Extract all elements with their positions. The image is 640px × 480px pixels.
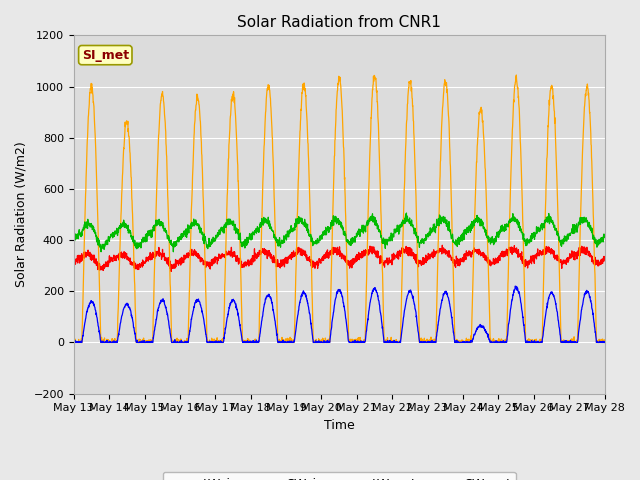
LW_out — [218, 225, 226, 230]
SW_out — [493, 339, 501, 345]
SW_in — [513, 72, 520, 78]
Line: SW_out: SW_out — [74, 286, 605, 342]
LW_out — [554, 233, 562, 239]
Line: SW_in: SW_in — [74, 75, 605, 342]
LW_out — [403, 210, 410, 216]
SW_in — [218, 337, 226, 343]
SW_in — [70, 339, 78, 345]
SW_in — [554, 217, 562, 223]
LW_in — [494, 256, 502, 262]
SW_in — [601, 338, 609, 344]
LW_in — [366, 243, 374, 249]
SW_out — [70, 339, 78, 345]
LW_in — [601, 256, 609, 262]
SW_out — [569, 339, 577, 345]
SW_out — [355, 338, 362, 344]
LW_in — [218, 254, 226, 260]
Legend: LW_in, SW_in, LW_out, SW_out: LW_in, SW_in, LW_out, SW_out — [163, 472, 516, 480]
SW_out — [554, 317, 562, 323]
Text: SI_met: SI_met — [82, 48, 129, 61]
LW_out — [355, 231, 362, 237]
SW_in — [569, 338, 577, 344]
LW_in — [355, 252, 362, 258]
SW_out — [511, 283, 519, 289]
LW_out — [366, 218, 374, 224]
LW_in — [70, 263, 77, 268]
SW_in — [355, 337, 362, 343]
LW_in — [167, 268, 175, 274]
LW_out — [170, 249, 177, 255]
LW_out — [494, 233, 502, 239]
LW_in — [569, 251, 577, 257]
Title: Solar Radiation from CNR1: Solar Radiation from CNR1 — [237, 15, 441, 30]
SW_in — [70, 338, 77, 344]
Line: LW_in: LW_in — [74, 245, 605, 271]
SW_out — [601, 339, 609, 345]
SW_out — [70, 339, 77, 345]
SW_out — [366, 300, 374, 305]
SW_in — [493, 338, 501, 344]
Line: LW_out: LW_out — [74, 213, 605, 252]
LW_out — [569, 222, 577, 228]
X-axis label: Time: Time — [324, 419, 355, 432]
LW_out — [601, 232, 609, 238]
SW_out — [218, 339, 226, 345]
Y-axis label: Solar Radiation (W/m2): Solar Radiation (W/m2) — [15, 142, 28, 288]
LW_in — [554, 257, 562, 263]
SW_in — [366, 145, 374, 151]
LW_in — [438, 242, 446, 248]
LW_out — [70, 237, 77, 243]
